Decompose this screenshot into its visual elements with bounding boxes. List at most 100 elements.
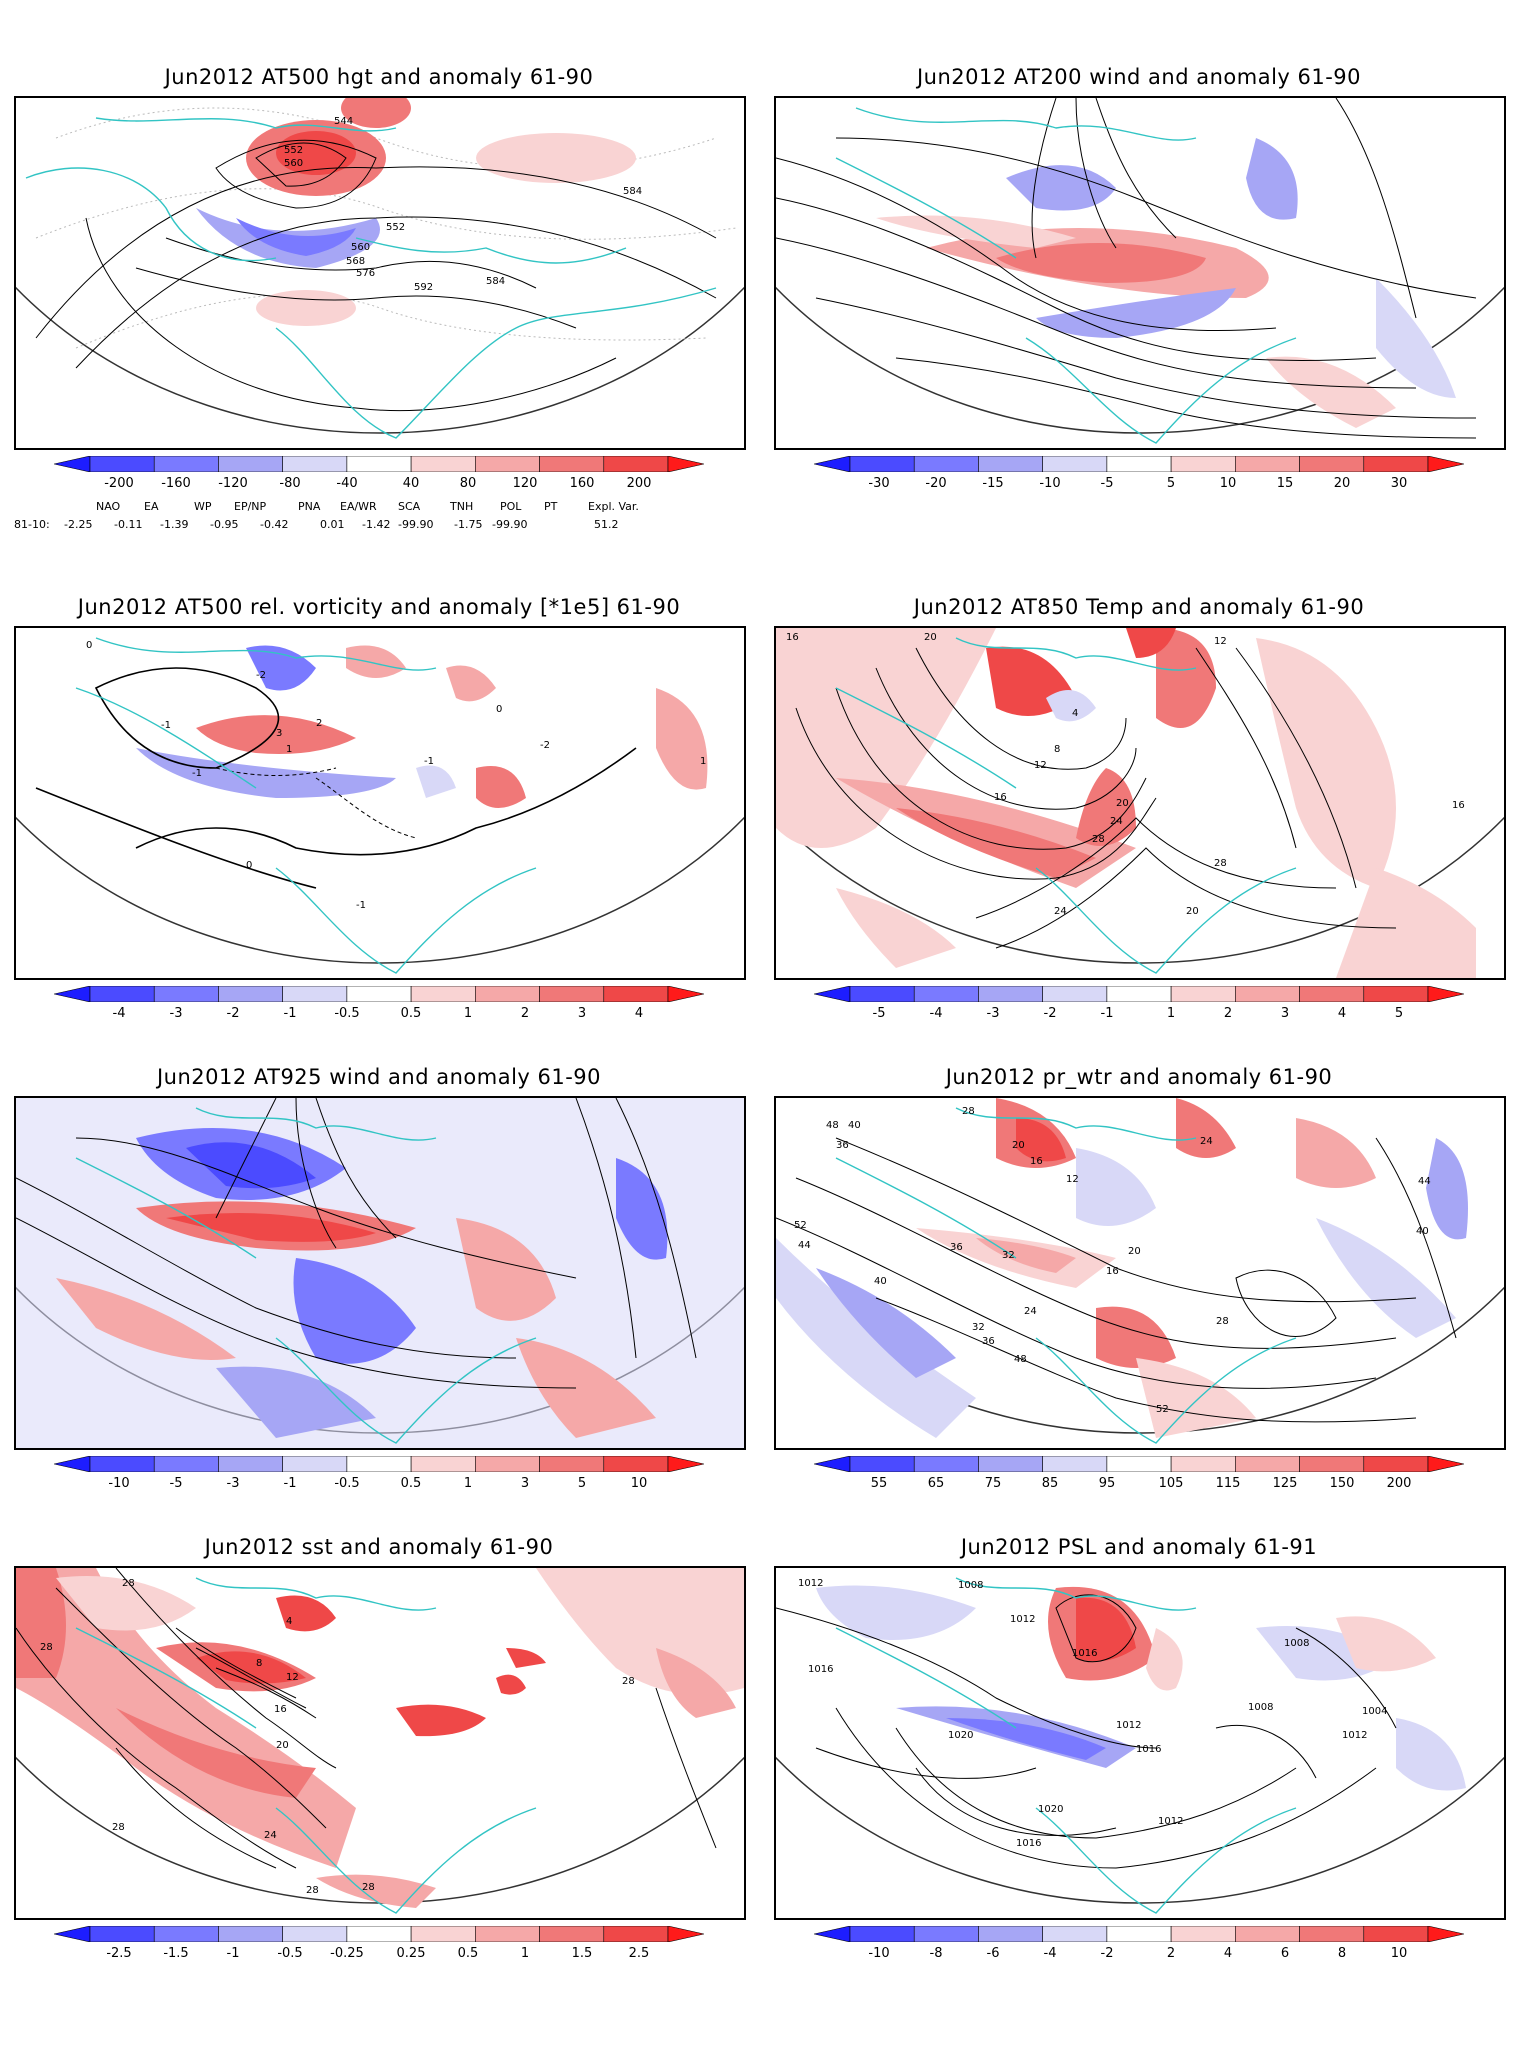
contour-label: 36 [950,1242,963,1253]
colorbar-segment [1042,456,1108,472]
colorbar-svg [54,456,704,472]
tick: -160 [161,476,191,491]
contour-label: 44 [1418,1176,1431,1187]
contour-label: 568 [346,256,365,267]
colorbar-svg [814,986,1464,1002]
colorbar: -10 -8 -6 -4 -2 2 4 6 8 10 [814,1926,1464,1966]
contour-label: 24 [264,1830,277,1841]
colorbar-segment [1106,1456,1172,1472]
colorbar-segment [603,986,669,1002]
colorbar-segment [89,1456,155,1472]
colorbar-arrow-high [1427,1926,1464,1942]
tick: -0.5 [334,1006,360,1021]
colorbar: -4 -3 -2 -1 -0.5 0.5 1 2 3 4 [54,986,704,1026]
contour-label: -1 [161,720,171,731]
colorbar-segment [1042,1926,1108,1942]
contour-label: 1016 [808,1664,833,1675]
tick: 80 [459,476,477,491]
panel-title: Jun2012 pr_wtr and anomaly 61-90 [945,1065,1333,1089]
contour-label: 3 [276,728,282,739]
panel-title: Jun2012 AT850 Temp and anomaly 61-90 [913,595,1365,619]
contour-label: 28 [122,1578,135,1589]
colorbar-segment [410,986,476,1002]
contour-label: 560 [284,158,303,169]
tick: -1.5 [163,1946,189,1961]
panel-6: Jun2012 pr_wtr and anomaly 61-90 [774,1060,1506,1590]
colorbar-segment [1042,1456,1108,1472]
colorbar-segment [1299,456,1365,472]
colorbar-segment [153,456,219,472]
colorbar-segment [153,986,219,1002]
tick: -3 [169,1006,183,1021]
contour-label: 20 [276,1740,289,1751]
tick: -1 [1100,1006,1114,1021]
contour-label: 24 [1110,816,1123,827]
tick: 0.25 [396,1946,426,1961]
panel-7: Jun2012 sst and anomaly 61-90 [14,1530,746,2060]
tick: 2 [1223,1006,1233,1021]
tick: 3 [520,1476,530,1491]
tick: 3 [577,1006,587,1021]
tick: 40 [402,476,420,491]
tick: -40 [336,476,358,491]
contour-label: 28 [306,1885,319,1896]
tick: 10 [1219,476,1237,491]
contour-label: 40 [874,1276,887,1287]
colorbar: -200 -160 -120 -80 -40 40 80 120 160 200 [54,456,704,496]
colorbar-segment [1363,1456,1429,1472]
tick: 1 [463,1006,473,1021]
contour-label: 20 [924,632,937,643]
colorbar-segment [539,986,605,1002]
colorbar: -5 -4 -3 -2 -1 1 2 3 4 5 [814,986,1464,1026]
colorbar-segment [1235,1456,1300,1472]
tick: 200 [1386,1476,1412,1491]
tick: 65 [927,1476,945,1491]
map-svg: 0 -1 -2 3 1 -1 2 -2 0 -1 1 0 -1 [16,637,744,974]
contour-label: 584 [486,276,505,287]
tele-header: EA [144,500,159,513]
colorbar-segment [218,986,283,1002]
tele-header: POL [500,500,522,513]
contour-label: 1016 [1136,1744,1161,1755]
map-svg [776,98,1504,444]
contour-label: 52 [794,1220,807,1231]
map-svg: 544 552 560 592 568 560 576 584 584 552 [16,98,744,439]
contour-label: 28 [1216,1316,1229,1327]
map: 1012 1008 1012 1016 1016 1012 1020 1020 … [774,1566,1506,1920]
contour-label: 48 [826,1120,839,1131]
colorbar-segment [978,1456,1043,1472]
contour-label: 20 [1012,1140,1025,1151]
contour-label: 16 [1030,1156,1043,1167]
tick: -6 [986,1946,1000,1961]
contour-label: 1020 [1038,1804,1063,1815]
contour-label: 1008 [958,1580,983,1591]
colorbar-segment [913,986,979,1002]
contour-label: 52 [1156,1404,1169,1415]
tick: 10 [630,1476,648,1491]
tick: -10 [1039,476,1061,491]
panel-8: Jun2012 PSL and anomaly 61-91 1012 [774,1530,1506,2060]
contour-label: 24 [1054,906,1067,917]
contour-label: 1016 [1072,1648,1097,1659]
colorbar-segment [603,1926,669,1942]
colorbar-ticks: -2.5 -1.5 -1 -0.5 -0.25 0.25 0.5 1 1.5 2… [54,1946,704,1962]
colorbar-segment [1170,456,1236,472]
contour-label: 28 [1092,834,1105,845]
contour-label: 560 [351,242,370,253]
tick: 105 [1158,1476,1184,1491]
tick: -10 [868,1946,890,1961]
colorbar-segment [1235,986,1300,1002]
contour-label: 1020 [948,1730,973,1741]
contour-label: 36 [836,1140,849,1151]
colorbar-ticks: -30 -20 -15 -10 -5 5 10 15 20 30 [814,476,1464,492]
tick: 1 [463,1476,473,1491]
colorbar-segment [410,1926,476,1942]
panel-title: Jun2012 sst and anomaly 61-90 [204,1535,554,1559]
tick: -15 [982,476,1004,491]
colorbar-segment [1170,1926,1236,1942]
colorbar-arrow-high [667,1456,704,1472]
colorbar-segment [1363,456,1429,472]
contour-label: 32 [1002,1250,1015,1261]
contour-label: 8 [256,1658,262,1669]
colorbar-segment [849,456,915,472]
